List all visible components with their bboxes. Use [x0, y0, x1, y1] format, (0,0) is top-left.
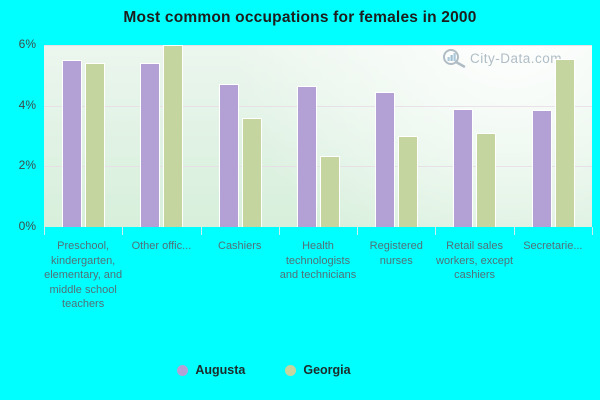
- bar-augusta: [296, 85, 317, 227]
- x-axis-tick: [357, 227, 359, 235]
- x-axis-tick: [200, 227, 202, 235]
- bar-group: [201, 45, 279, 227]
- city-data-logo-icon: [441, 48, 468, 68]
- bar-augusta: [453, 108, 474, 227]
- bar-augusta: [375, 92, 396, 227]
- bar-augusta: [218, 84, 239, 227]
- legend: Augusta Georgia: [0, 363, 564, 377]
- bar-georgia: [319, 155, 340, 227]
- bar-georgia: [476, 132, 497, 227]
- y-axis-label: 2%: [18, 158, 36, 173]
- bar-georgia: [241, 117, 262, 227]
- plot-area: City-Data.com: [44, 45, 592, 227]
- watermark-text: City-Data.com: [469, 50, 562, 66]
- x-axis-category-label: Health technologists and technicians: [279, 240, 357, 281]
- x-axis-tick: [513, 227, 515, 235]
- x-axis-category-label: Preschool, kindergarten, elementary, and…: [44, 240, 123, 310]
- bar-augusta: [531, 110, 552, 227]
- gridline: [44, 166, 592, 168]
- x-axis-tick: [435, 227, 437, 235]
- bar-augusta: [62, 60, 82, 227]
- x-axis-tick: [122, 227, 124, 235]
- legend-item-augusta: Augusta: [177, 363, 245, 377]
- x-axis-category-label: Other offic...: [131, 240, 192, 252]
- bar-group: [44, 45, 122, 227]
- y-axis-label: 0%: [18, 219, 36, 233]
- bar-georgia: [554, 58, 575, 227]
- y-axis-label: 4%: [18, 97, 36, 112]
- augusta-legend-label: Augusta: [195, 363, 246, 377]
- bar-group: [514, 45, 592, 227]
- chart-title: Most common occupations for females in 2…: [123, 9, 477, 26]
- bar-group: [122, 45, 200, 227]
- bar-augusta: [140, 63, 161, 227]
- georgia-legend-marker-icon: [285, 364, 297, 376]
- x-axis-tick: [278, 227, 280, 235]
- x-axis-category-label: Cashiers: [218, 240, 262, 252]
- bar-georgia: [85, 63, 105, 227]
- bar-group: [357, 45, 435, 227]
- x-axis-tick: [592, 227, 593, 235]
- bar-group: [435, 45, 513, 227]
- x-axis-category-label: Secretarie...: [523, 240, 583, 252]
- gridline: [44, 45, 592, 46]
- x-axis-category-label: Registered nurses: [369, 240, 423, 267]
- bar-group: [279, 45, 357, 227]
- georgia-legend-label: Georgia: [303, 363, 351, 377]
- legend-item-georgia: Georgia: [285, 363, 351, 377]
- x-axis-category-label: Retail sales workers, except cashiers: [436, 240, 514, 281]
- bar-georgia: [398, 136, 419, 227]
- y-axis-label: 6%: [18, 37, 36, 51]
- augusta-legend-marker-icon: [177, 364, 189, 376]
- watermark: City-Data.com: [441, 48, 562, 68]
- gridline: [44, 105, 592, 107]
- bar-georgia: [163, 45, 184, 227]
- x-axis-tick: [44, 227, 45, 235]
